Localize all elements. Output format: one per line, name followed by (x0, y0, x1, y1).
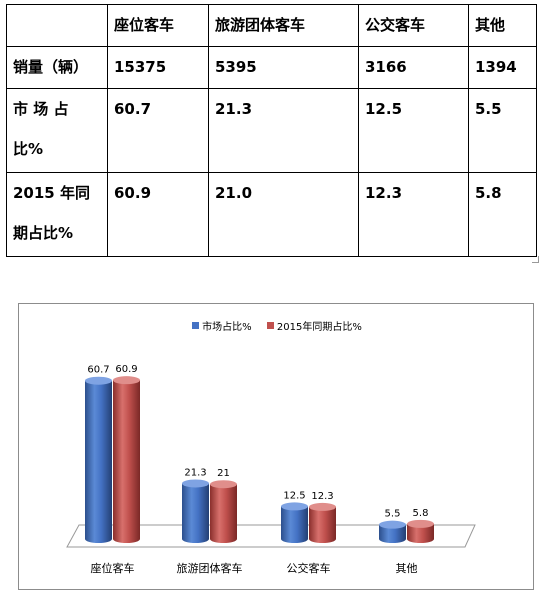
table-cell: 5.5 (468, 88, 537, 173)
data-label: 12.3 (311, 491, 333, 502)
data-label: 5.8 (413, 508, 429, 519)
table-header-cell: 旅游团体客车 (208, 4, 359, 47)
table-row: 2015 年同期占比% 60.9 21.0 12.3 5.8 (6, 172, 537, 257)
bar-2-4 (407, 519, 434, 543)
category-label: 座位客车 (91, 561, 135, 575)
row-label: 市 场 占 比% (6, 88, 108, 173)
table-row: 销量（辆） 15375 5395 3166 1394 (6, 46, 537, 89)
table-cell: 60.7 (107, 88, 209, 173)
cell-end-mark (532, 256, 539, 263)
legend-label: 2015年同期占比% (276, 322, 362, 333)
row-label: 销量（辆） (6, 46, 108, 89)
table-row: 市 场 占 比% 60.7 21.3 12.5 5.5 (6, 88, 537, 173)
data-label: 21.3 (184, 467, 206, 478)
bar-2-1 (113, 376, 140, 543)
table-header-cell: 公交客车 (358, 4, 469, 47)
table-cell: 15375 (107, 46, 209, 89)
data-label: 5.5 (385, 509, 401, 520)
table-cell: 21.0 (208, 172, 359, 257)
data-label: 12.5 (283, 490, 305, 501)
table-cell: 5.8 (468, 172, 537, 257)
table-cell: 12.5 (358, 88, 469, 173)
table-header-row: 座位客车 旅游团体客车 公交客车 其他 (6, 4, 537, 47)
category-label: 旅游团体客车 (177, 561, 243, 575)
legend-item-series-2: 2015年同期占比% (266, 318, 362, 333)
data-label: 60.9 (115, 364, 137, 375)
table-cell: 3166 (358, 46, 469, 89)
table-cell: 21.3 (208, 88, 359, 173)
category-label: 其他 (396, 562, 418, 575)
legend-item-series-1: 市场占比% (192, 318, 252, 333)
data-label: 21 (217, 468, 230, 479)
table-cell: 12.3 (358, 172, 469, 257)
table-cell: 5395 (208, 46, 359, 89)
bar-chart: 60.7 60.9 座位客车 21.3 21 旅游团体客车 12.5 12.3 公交客车 5.5 5… (66, 364, 476, 575)
data-label: 60.7 (87, 365, 109, 376)
row-label: 2015 年同期占比% (6, 172, 108, 257)
bar-1-4 (379, 520, 406, 543)
table-cell: 60.9 (107, 172, 209, 257)
table-header-cell: 其他 (468, 4, 537, 47)
bar-1-2 (182, 479, 209, 543)
table-corner-cell (6, 4, 108, 47)
bar-1-1 (85, 376, 112, 543)
bar-1-3 (281, 502, 308, 543)
chart-legend: 市场占比% 2015年同期占比% (19, 318, 535, 333)
table-header-cell: 座位客车 (107, 4, 209, 47)
chart-frame: 市场占比% 2015年同期占比% 60.7 60.9 座位客车 21.3 21 旅游团体客… (18, 303, 534, 590)
category-label: 公交客车 (287, 561, 331, 575)
bar-2-3 (309, 502, 336, 543)
table-cell: 1394 (468, 46, 537, 89)
bar-2-2 (210, 480, 237, 543)
chart-floor (66, 524, 476, 548)
legend-swatch (192, 322, 200, 329)
data-table: 座位客车 旅游团体客车 公交客车 其他 销量（辆） 15375 5395 316… (6, 4, 537, 257)
legend-swatch (266, 322, 274, 329)
legend-label: 市场占比% (202, 322, 252, 333)
